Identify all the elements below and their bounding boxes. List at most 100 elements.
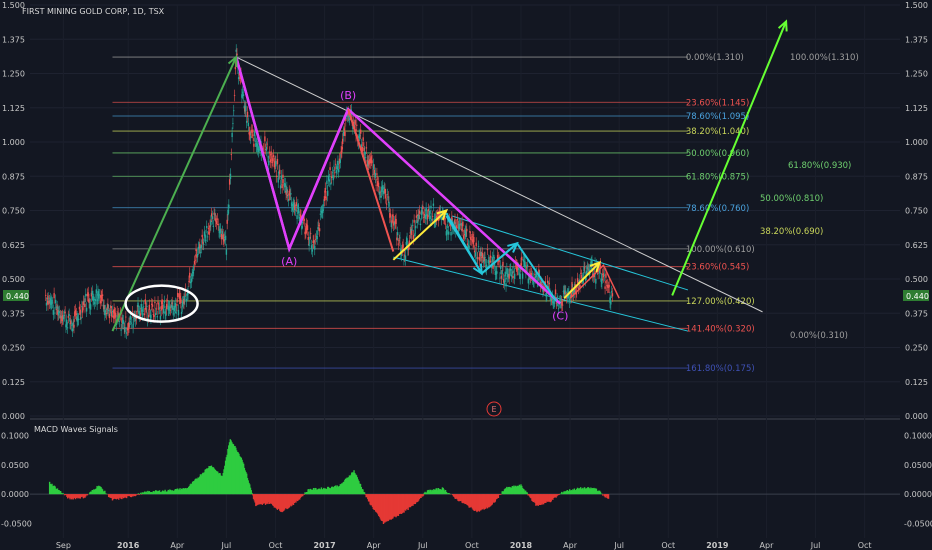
macd-bar <box>155 490 158 495</box>
price-candle <box>317 227 319 230</box>
price-candle <box>197 246 200 250</box>
macd-bar <box>392 494 394 519</box>
price-candle <box>223 239 225 242</box>
macd-bar <box>157 490 159 495</box>
price-candle <box>385 194 387 199</box>
macd-bar <box>565 491 567 495</box>
macd-bar <box>142 492 144 495</box>
price-candle <box>163 301 166 303</box>
price-candle <box>516 265 518 271</box>
macd-bar <box>89 491 92 495</box>
price-candle <box>291 206 294 211</box>
macd-bar <box>265 494 268 504</box>
price-candle <box>337 160 339 165</box>
macd-bar <box>94 489 97 495</box>
price-candle <box>396 232 399 236</box>
price-candle <box>287 198 290 202</box>
yellow-arrow-1 <box>392 209 448 261</box>
price-candle <box>246 111 249 118</box>
price-candle <box>517 268 520 270</box>
price-candle <box>425 207 427 211</box>
price-candle <box>283 182 286 188</box>
macd-bar <box>516 485 518 495</box>
price-candle <box>406 238 408 243</box>
price-candle <box>418 214 420 220</box>
macd-bar <box>209 466 212 495</box>
price-candle <box>110 305 112 308</box>
macd-bar <box>175 489 177 495</box>
macd-bar <box>70 494 72 498</box>
macd-bar <box>464 494 466 505</box>
price-candle <box>258 146 261 148</box>
macd-bar <box>481 494 484 510</box>
x-tick-label: Apr <box>367 541 382 550</box>
macd-bar <box>393 494 396 517</box>
macd-bar <box>334 486 336 495</box>
price-candle <box>477 257 479 259</box>
price-candle <box>299 214 301 216</box>
price-candle <box>72 321 74 326</box>
price-candle <box>89 303 91 309</box>
macd-bar <box>244 470 246 495</box>
macd-bar <box>239 457 242 495</box>
fib-label: 161.80%(0.175) <box>686 364 755 374</box>
price-candle <box>60 315 62 318</box>
price-candle <box>156 316 158 318</box>
macd-bar <box>258 494 260 505</box>
price-candle <box>231 132 233 138</box>
price-candle <box>401 246 404 251</box>
macd-bar <box>297 494 299 501</box>
price-candle <box>413 219 415 223</box>
macd-bar <box>241 459 243 495</box>
price-candle <box>490 266 493 268</box>
macd-bar <box>511 486 514 495</box>
macd-bar <box>103 491 105 495</box>
macd-bar <box>83 494 85 498</box>
price-candle <box>517 267 519 270</box>
price-candle <box>511 271 514 274</box>
macd-bar <box>599 491 602 495</box>
x-tick-label: 2016 <box>117 541 140 550</box>
macd-bar <box>552 494 555 499</box>
macd-bar <box>262 494 264 504</box>
price-candle <box>85 293 87 297</box>
macd-bar <box>525 492 528 495</box>
price-candle <box>73 324 75 328</box>
price-candle <box>248 132 250 135</box>
macd-bar <box>329 488 331 495</box>
macd-bar <box>182 488 184 495</box>
price-candle <box>397 243 400 245</box>
macd-bar <box>214 469 217 495</box>
macd-bar <box>267 494 269 505</box>
macd-bar <box>95 488 98 495</box>
macd-bar <box>509 486 511 495</box>
macd-bar <box>277 494 279 509</box>
price-candle <box>475 242 477 247</box>
price-candle <box>103 305 105 310</box>
event-marker[interactable]: E <box>486 401 502 417</box>
price-candle <box>360 129 362 134</box>
macd-bar <box>90 491 93 495</box>
macd-bar <box>357 479 359 495</box>
macd-bar <box>299 494 302 498</box>
macd-bar <box>302 494 304 497</box>
macd-bar <box>336 485 338 495</box>
price-candle <box>294 205 296 211</box>
price-candle <box>472 239 474 245</box>
price-candle <box>481 252 484 258</box>
price-candle <box>124 326 126 333</box>
macd-bar <box>131 494 133 497</box>
price-candle <box>102 304 105 307</box>
price-candle <box>328 179 330 182</box>
macd-bar <box>491 494 493 505</box>
price-candle <box>335 170 338 173</box>
price-candle <box>174 303 177 308</box>
macd-bar <box>407 494 409 511</box>
price-candle <box>214 214 216 216</box>
macd-bar <box>255 494 258 506</box>
price-candle <box>184 295 186 300</box>
price-candle <box>171 302 173 305</box>
macd-bar <box>298 494 300 500</box>
price-candle <box>247 122 250 127</box>
